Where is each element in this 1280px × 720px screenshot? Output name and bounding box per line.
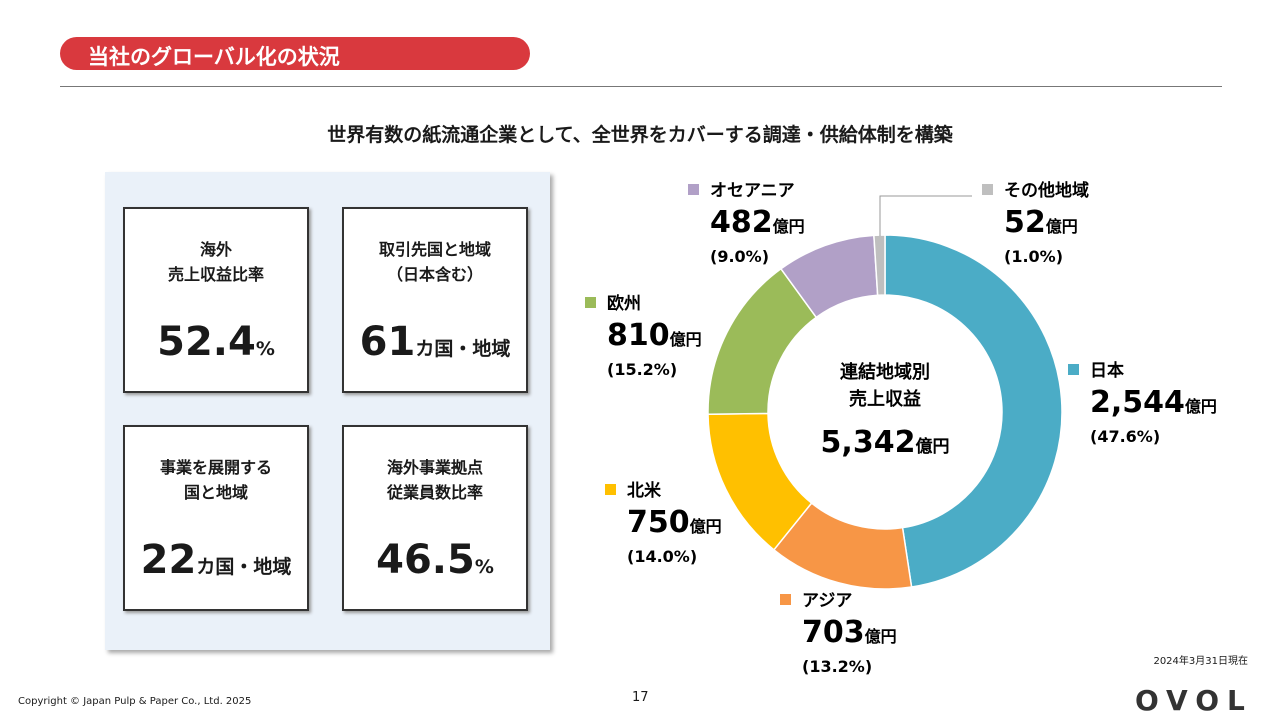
segment-name: その他地域 bbox=[1004, 180, 1089, 201]
share-label: (15.2%) bbox=[607, 360, 677, 379]
segment-value: 810億円 bbox=[607, 318, 702, 353]
legend-swatch bbox=[585, 297, 596, 308]
value-unit: 億円 bbox=[1185, 397, 1217, 416]
kpi-box: 海外売上収益比率 52.4% bbox=[123, 207, 309, 393]
segment-name: オセアニア bbox=[710, 181, 795, 201]
kpi-unit: % bbox=[474, 556, 494, 578]
logo: OVOL bbox=[1135, 684, 1253, 717]
value-unit: 億円 bbox=[670, 330, 702, 349]
kpi-label: 海外 売上収益比率 bbox=[125, 237, 307, 287]
donut-segment bbox=[884, 234, 1063, 588]
segment-name: 欧州 bbox=[607, 293, 641, 314]
kpi-value: 22 bbox=[140, 537, 197, 583]
kpi-value-row: 22カ国・地域 bbox=[125, 537, 307, 583]
kpi-label-line: 海外事業拠点 bbox=[386, 458, 483, 477]
value-unit: 億円 bbox=[865, 627, 897, 646]
segment-value: 52億円 bbox=[1004, 205, 1078, 240]
total-unit: 億円 bbox=[915, 436, 949, 457]
title-banner: 当社のグローバル化の状況 bbox=[60, 37, 530, 70]
kpi-label-line: 従業員数比率 bbox=[386, 483, 483, 502]
kpi-box: 事業を展開する 国と地域 22カ国・地域 bbox=[123, 425, 309, 611]
kpi-label-line: 国と地域 bbox=[183, 483, 248, 502]
donut-segment bbox=[873, 234, 886, 297]
share-label: (47.6%) bbox=[1090, 427, 1160, 446]
segment-name: アジア bbox=[802, 591, 852, 611]
legend-swatch bbox=[1068, 364, 1079, 375]
kpi-unit: カ国・地域 bbox=[196, 556, 292, 578]
share-label: (13.2%) bbox=[802, 657, 872, 676]
legend-swatch bbox=[780, 594, 791, 605]
legend-swatch bbox=[688, 184, 699, 195]
value-unit: 億円 bbox=[1046, 217, 1078, 236]
share-label: (9.0%) bbox=[710, 247, 769, 266]
legend-swatch bbox=[605, 484, 616, 495]
kpi-unit: カ国・地域 bbox=[415, 338, 511, 360]
kpi-box: 取引先国と地域 （日本含む） 61カ国・地域 bbox=[342, 207, 528, 393]
leader-line bbox=[879, 195, 972, 236]
kpi-box: 海外事業拠点 従業員数比率 46.5% bbox=[342, 425, 528, 611]
segment-name: 日本 bbox=[1090, 360, 1124, 381]
value-label: 810 bbox=[607, 318, 670, 353]
kpi-value-row: 46.5% bbox=[344, 537, 526, 583]
center-total: 5,342億円 bbox=[821, 425, 950, 460]
value-label: 2,544 bbox=[1090, 385, 1185, 420]
segment-name: 北米 bbox=[627, 480, 662, 501]
date-note: 2024年3月31日現在 bbox=[1153, 656, 1248, 667]
total-value: 5,342 bbox=[821, 425, 916, 460]
kpi-label-line: 海外 bbox=[199, 240, 232, 259]
kpi-value-row: 52.4% bbox=[125, 319, 307, 365]
value-unit: 億円 bbox=[773, 217, 805, 236]
value-label: 703 bbox=[802, 615, 865, 650]
share-label: (1.0%) bbox=[1004, 247, 1063, 266]
kpi-label-line: 売上収益比率 bbox=[167, 265, 264, 284]
value-unit: 億円 bbox=[690, 517, 722, 536]
kpi-value-row: 61カ国・地域 bbox=[344, 319, 526, 365]
kpi-label: 取引先国と地域 （日本含む） bbox=[344, 237, 526, 287]
kpi-unit: % bbox=[255, 338, 275, 360]
divider bbox=[60, 86, 1222, 87]
kpi-label-line: 取引先国と地域 bbox=[378, 240, 491, 259]
kpi-value: 61 bbox=[359, 319, 416, 365]
kpi-label: 事業を展開する 国と地域 bbox=[125, 455, 307, 505]
copyright: Copyright © Japan Pulp & Paper Co., Ltd.… bbox=[18, 696, 252, 707]
kpi-label-line: 事業を展開する bbox=[159, 458, 272, 477]
segment-value: 482億円 bbox=[710, 205, 805, 240]
kpi-label: 海外事業拠点 従業員数比率 bbox=[344, 455, 526, 505]
kpi-label-line: （日本含む） bbox=[386, 265, 483, 284]
center-label: 連結地域別 bbox=[840, 361, 930, 383]
legend-swatch bbox=[982, 184, 993, 195]
value-label: 52 bbox=[1004, 205, 1046, 240]
kpi-value: 52.4 bbox=[157, 319, 256, 365]
title: 当社のグローバル化の状況 bbox=[88, 45, 340, 69]
center-label: 売上収益 bbox=[849, 388, 921, 410]
share-label: (14.0%) bbox=[627, 547, 697, 566]
kpi-value: 46.5 bbox=[376, 537, 475, 583]
subtitle: 世界有数の紙流通企業として、全世界をカバーする調達・供給体制を構築 bbox=[327, 124, 953, 146]
segment-value: 703億円 bbox=[802, 615, 897, 650]
page-number: 17 bbox=[632, 690, 649, 705]
value-label: 482 bbox=[710, 205, 773, 240]
segment-value: 750億円 bbox=[627, 505, 722, 540]
segment-value: 2,544億円 bbox=[1090, 385, 1217, 420]
value-label: 750 bbox=[627, 505, 690, 540]
